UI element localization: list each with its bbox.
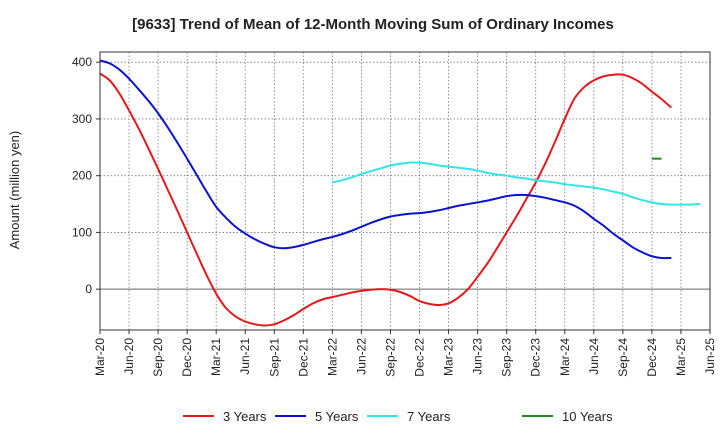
series-lines (99, 59, 701, 327)
grid (99, 52, 711, 330)
x-tick-label: Mar-22 (325, 338, 339, 376)
legend-label: 5 Years (315, 409, 359, 424)
series-line-3-years (99, 72, 672, 327)
x-tick-label: Mar-23 (442, 338, 456, 376)
series-line-5-years (99, 59, 672, 260)
x-tick-label: Mar-20 (93, 338, 107, 376)
chart-title: [9633] Trend of Mean of 12-Month Moving … (132, 16, 614, 33)
legend-label: 3 Years (223, 409, 267, 424)
x-tick-label: Dec-22 (413, 338, 427, 377)
x-tick-label: Jun-22 (354, 338, 368, 375)
x-tick-label: Sep-22 (383, 338, 397, 377)
y-tick-label: 0 (85, 282, 92, 296)
x-tick-label: Sep-24 (616, 338, 630, 377)
x-tick-label: Dec-23 (529, 338, 543, 377)
x-tick-label: Mar-21 (209, 338, 223, 376)
legend-label: 10 Years (562, 409, 613, 424)
y-axis-label: Amount (million yen) (7, 131, 22, 250)
x-tick-label: Sep-20 (151, 338, 165, 377)
x-tick-label: Dec-21 (296, 338, 310, 377)
y-tick-label: 200 (72, 169, 92, 183)
x-tick-label: Sep-21 (267, 338, 281, 377)
legend-label: 7 Years (407, 409, 451, 424)
y-tick-label: 100 (72, 225, 92, 239)
x-tick-label: Mar-24 (558, 338, 572, 376)
x-tick-label: Mar-25 (674, 338, 688, 376)
y-tick-label: 400 (72, 55, 92, 69)
plot-frame (99, 51, 711, 331)
y-axis-ticks: 0 100 200 300 400 (72, 55, 100, 296)
x-tick-label: Sep-23 (500, 338, 514, 377)
legend: 3 Years 5 Years 7 Years 10 Years (183, 409, 613, 424)
x-tick-label: Jun-24 (587, 338, 601, 375)
x-tick-label: Jun-21 (238, 338, 252, 375)
x-tick-label: Dec-20 (180, 338, 194, 377)
x-tick-label: Jun-23 (471, 338, 485, 375)
x-axis-ticks: Mar-20 Jun-20 Sep-20 Dec-20 Mar-21 Jun-21 Sep-… (93, 330, 717, 377)
x-tick-label: Jun-25 (703, 338, 717, 375)
series-line-7-years (332, 161, 701, 206)
x-tick-label: Jun-20 (122, 338, 136, 375)
x-tick-label: Dec-24 (645, 338, 659, 377)
y-tick-label: 300 (72, 112, 92, 126)
